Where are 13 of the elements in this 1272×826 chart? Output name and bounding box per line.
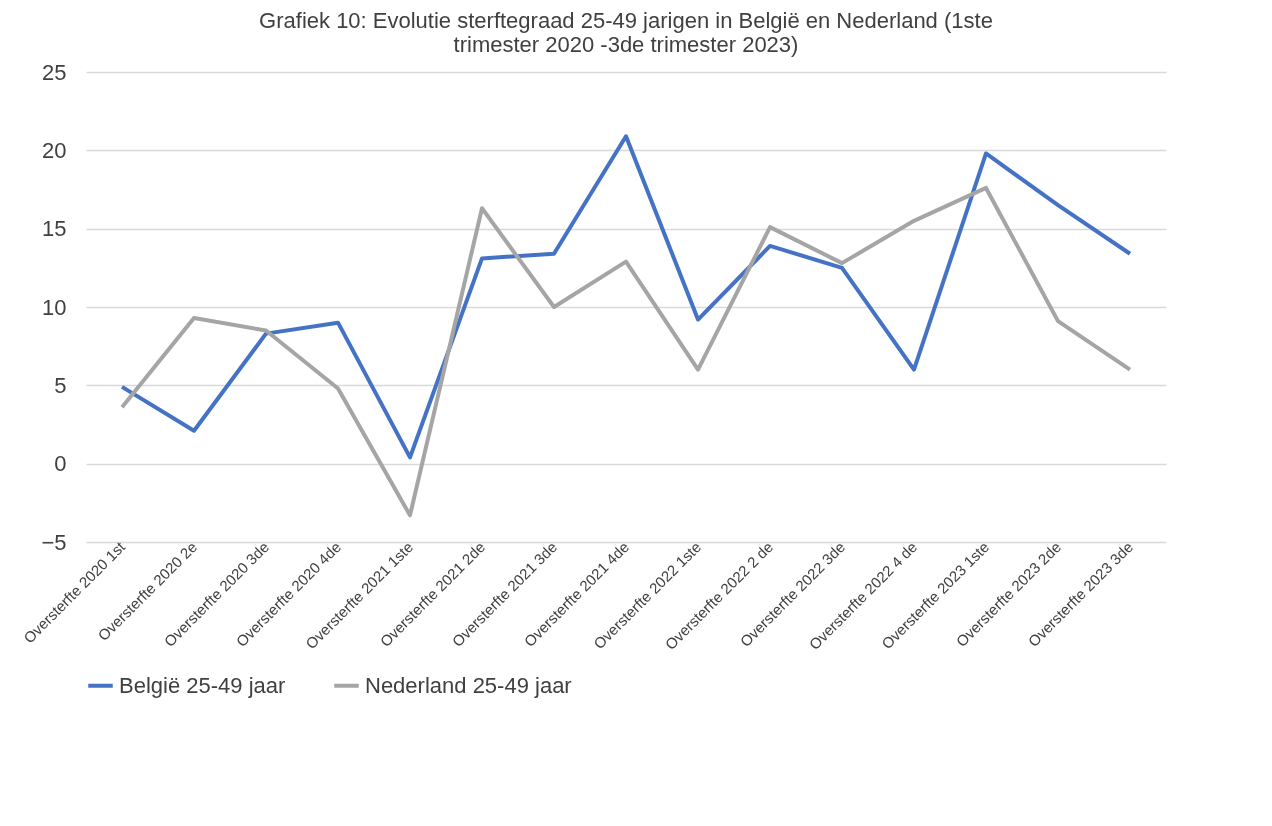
y-tick-label: 5 bbox=[54, 372, 67, 398]
y-tick-label: −5 bbox=[41, 529, 67, 555]
line-series bbox=[120, 185, 1132, 518]
text: Grafiek 10: Evolutie sterftegraad 25-49 jarigen in België en Nederland (1ste bbox=[259, 8, 993, 33]
text: trimester 2020 -3de trimester 2023) bbox=[453, 32, 799, 57]
y-tick-label: 20 bbox=[42, 137, 67, 163]
y-tick-label: 25 bbox=[42, 59, 67, 85]
y-tick-label: 10 bbox=[42, 294, 67, 320]
legend-label: Nederland 25-49 jaar bbox=[365, 672, 572, 698]
y-tick-label: 0 bbox=[54, 451, 67, 477]
line-series bbox=[120, 134, 1132, 460]
y-tick-label: 15 bbox=[42, 216, 67, 242]
legend-label: België 25-49 jaar bbox=[119, 672, 286, 698]
